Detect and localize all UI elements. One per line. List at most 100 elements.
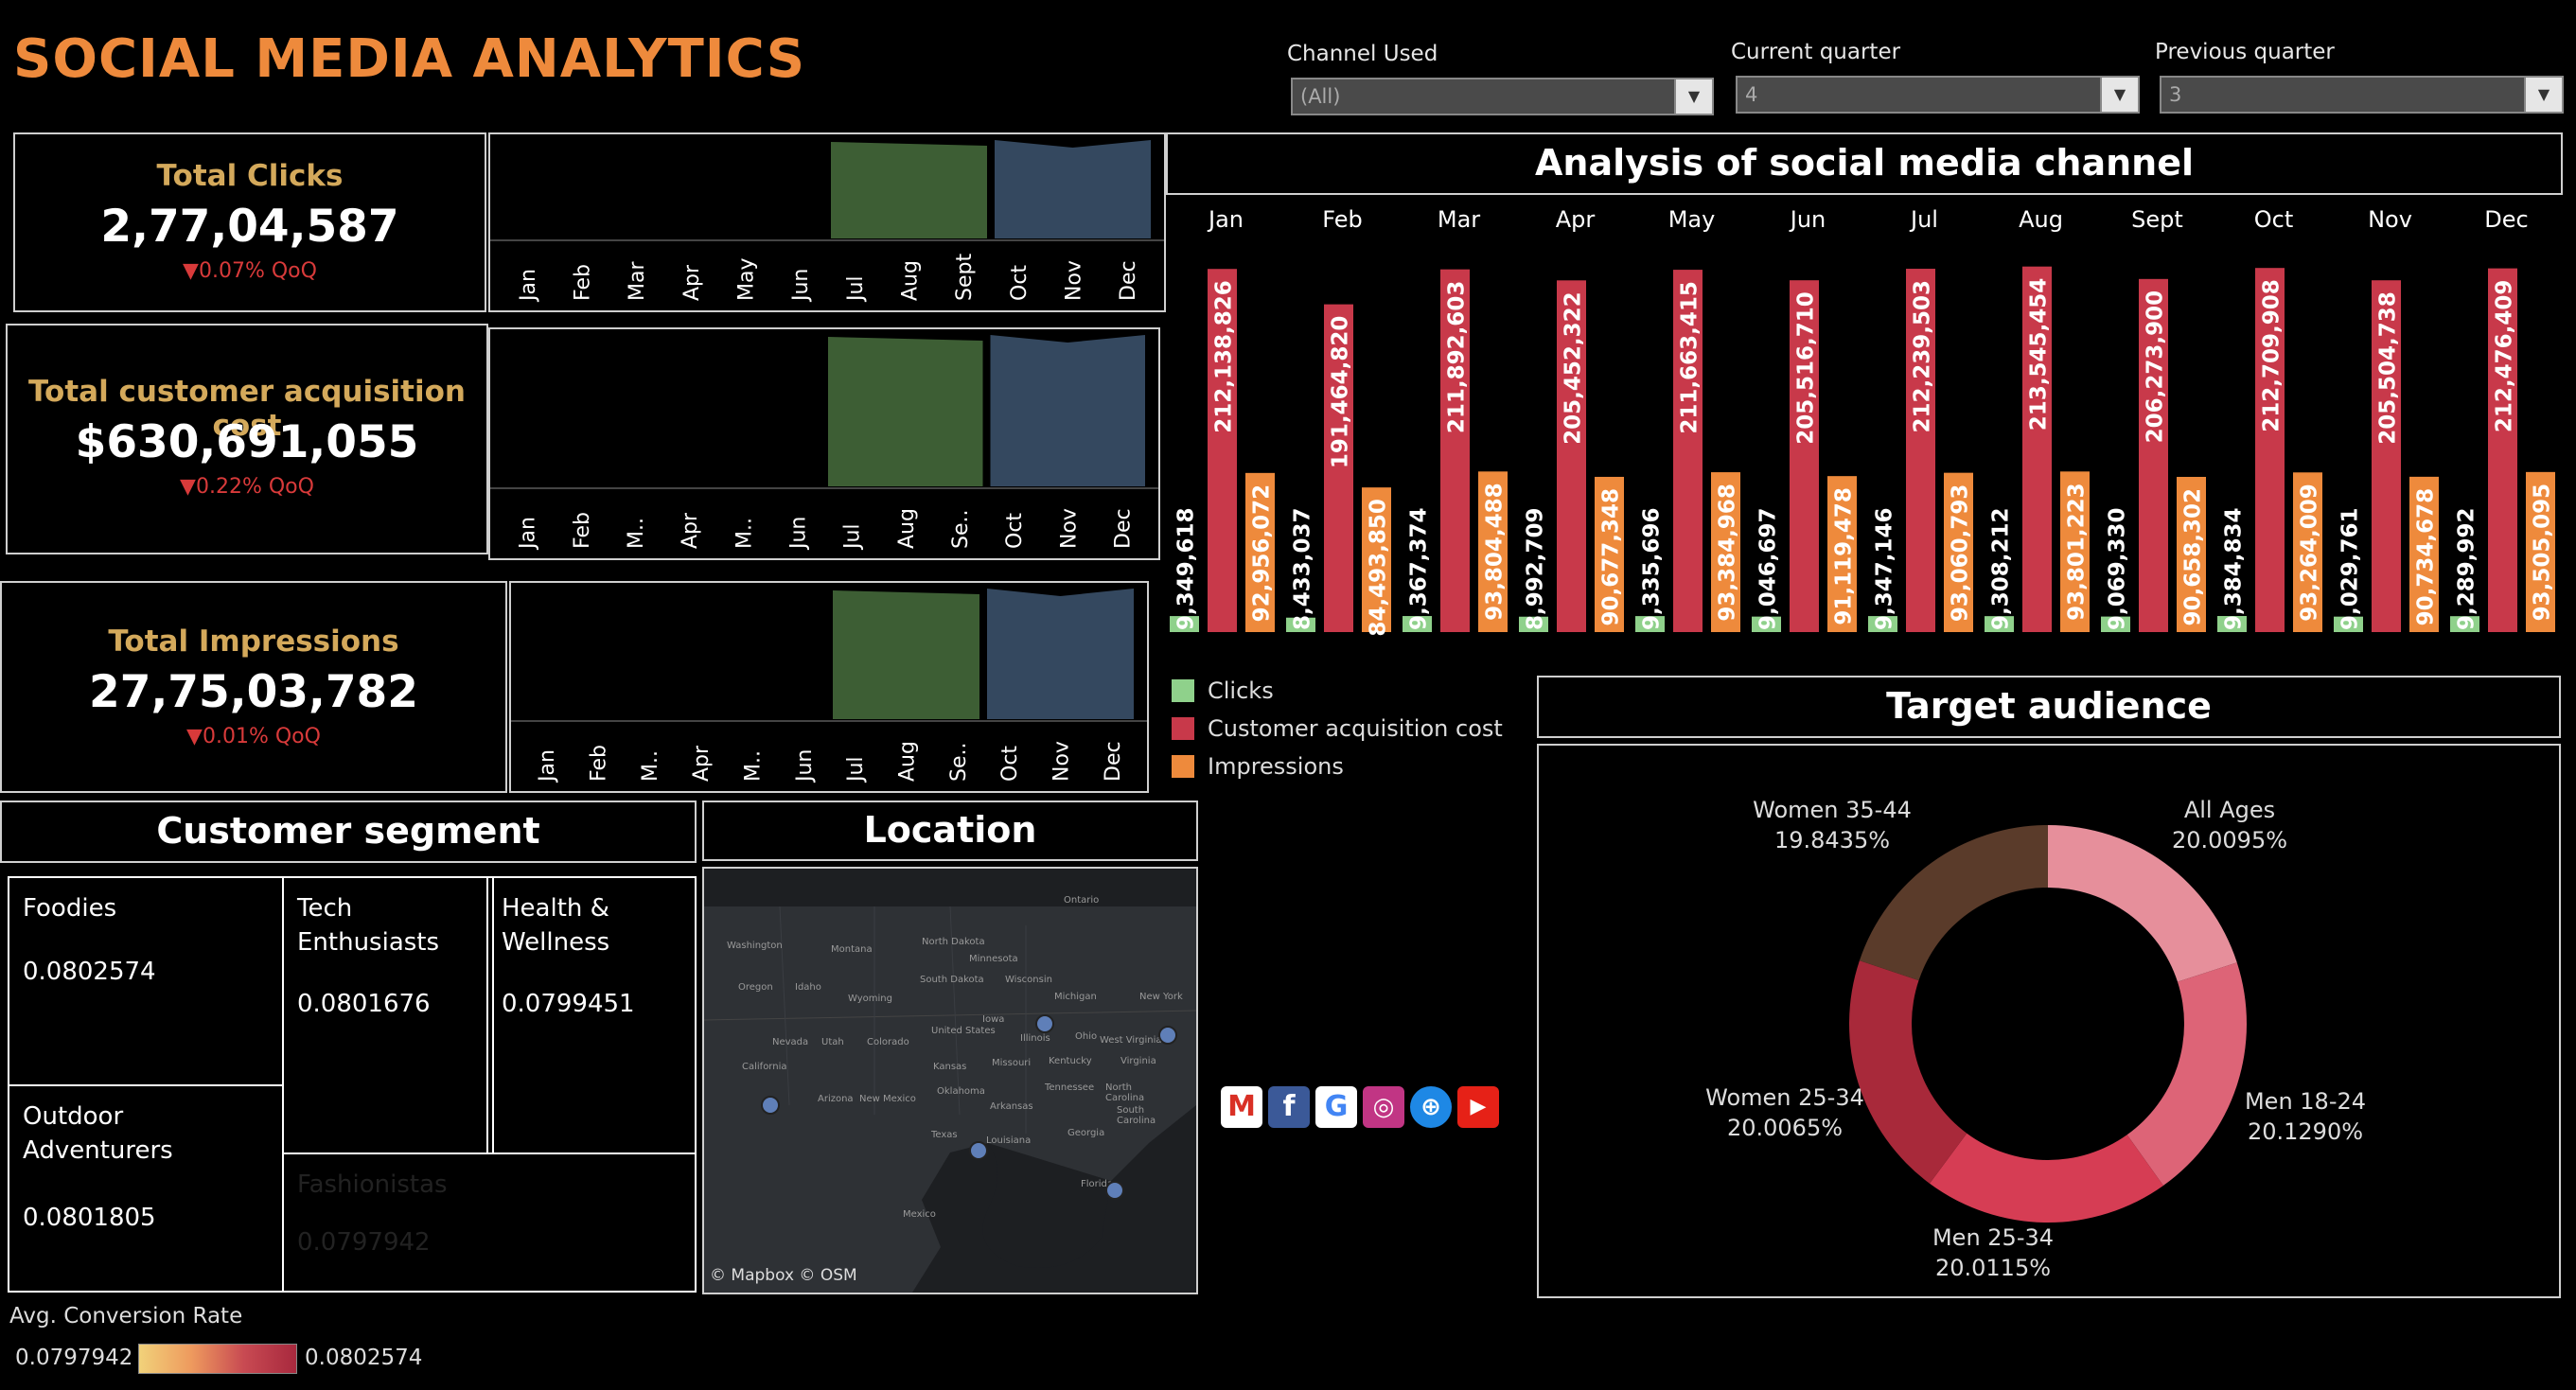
bar-impressions[interactable]: [1362, 487, 1391, 632]
sparkline-month-label: Nov: [1063, 260, 1086, 301]
x-axis-month-label: Sept: [2131, 206, 2183, 233]
bar-customer-acquisition-cost[interactable]: [2139, 278, 2168, 632]
bar-clicks[interactable]: [2334, 616, 2363, 632]
bar-clicks[interactable]: [1170, 616, 1199, 632]
x-axis-month-label: Nov: [2368, 206, 2412, 233]
channel-filter-select[interactable]: (All) ▼: [1291, 78, 1714, 115]
map-land: [704, 906, 1196, 1293]
current-quarter-select[interactable]: 4 ▼: [1736, 76, 2140, 114]
bar-clicks[interactable]: [1868, 616, 1897, 632]
map-point-marker[interactable]: [1158, 1026, 1177, 1045]
donut-slice-name: Men 25-34: [1932, 1224, 2055, 1251]
treemap-cell-foodies[interactable]: Foodies 0.0802574: [8, 876, 284, 1086]
bar-customer-acquisition-cost[interactable]: [1324, 304, 1353, 632]
x-axis-month-label: Mar: [1438, 206, 1480, 233]
sparkline-acquisition-cost: Jan Feb M.. Apr M.. Jun Jul Aug Se.. Oct Nov Dec: [488, 327, 1160, 560]
bar-data-label: 93,801,223: [2065, 483, 2090, 621]
bar-clicks[interactable]: [2217, 616, 2247, 632]
donut-slice-name: Women 25-34: [1705, 1084, 1864, 1111]
facebook-icon[interactable]: f: [1268, 1086, 1310, 1128]
bar-impressions[interactable]: [1711, 472, 1740, 632]
legend-label-clicks: Clicks: [1208, 677, 1274, 704]
bar-impressions[interactable]: [1595, 476, 1624, 632]
bar-clicks[interactable]: [1519, 616, 1548, 632]
map-point-marker[interactable]: [969, 1141, 988, 1160]
kpi-card-clicks: Total Clicks 2,77,04,587 ▼0.07% QoQ: [13, 132, 486, 312]
donut-slice-women-35-44[interactable]: [1859, 825, 2048, 981]
treemap-cell-value: 0.0801805: [23, 1204, 156, 1232]
bar-customer-acquisition-cost[interactable]: [1673, 270, 1703, 632]
bar-impressions[interactable]: [2526, 471, 2555, 632]
bar-customer-acquisition-cost[interactable]: [2372, 280, 2401, 632]
map-point-marker[interactable]: [1105, 1181, 1124, 1200]
bar-data-label: 9,384,834: [2222, 508, 2247, 631]
bar-data-label: 93,384,968: [1716, 484, 1740, 622]
donut-slice-pct: 20.0065%: [1726, 1115, 1844, 1141]
bar-impressions[interactable]: [2177, 476, 2206, 632]
bar-impressions[interactable]: [2409, 476, 2439, 632]
bar-customer-acquisition-cost[interactable]: [1557, 280, 1586, 632]
bar-impressions[interactable]: [1245, 472, 1275, 632]
bar-clicks[interactable]: [2101, 616, 2130, 632]
bar-customer-acquisition-cost[interactable]: [1906, 269, 1935, 632]
bar-customer-acquisition-cost[interactable]: [2022, 266, 2052, 632]
gmail-icon[interactable]: M: [1221, 1086, 1262, 1128]
chevron-down-icon[interactable]: ▼: [1674, 79, 1712, 114]
x-axis-month-label: Jun: [1789, 206, 1826, 233]
google-icon[interactable]: G: [1315, 1086, 1357, 1128]
donut-slice-all-ages[interactable]: [2048, 825, 2237, 982]
sparkline-impressions: Jan Feb M.. Apr M.. Jun Jul Aug Se.. Oct Nov Dec: [509, 581, 1149, 793]
map-place-label: Kansas: [933, 1062, 967, 1072]
previous-quarter-select[interactable]: 3 ▼: [2160, 76, 2564, 114]
treemap-cell-fashionistas[interactable]: Fashionistas 0.0797942: [282, 1152, 697, 1293]
sparkline-month-label: Se..: [949, 510, 973, 550]
map-place-label: Louisiana: [986, 1135, 1032, 1146]
bar-impressions[interactable]: [1827, 476, 1857, 632]
kpi-label: Total Impressions: [108, 625, 399, 659]
map-point-marker[interactable]: [1035, 1014, 1054, 1033]
bar-clicks[interactable]: [1985, 616, 2014, 632]
bar-customer-acquisition-cost[interactable]: [1208, 269, 1237, 632]
kpi-label: Total Clicks: [156, 159, 344, 193]
map-place-label: Nevada: [772, 1037, 809, 1047]
chevron-down-icon[interactable]: ▼: [2524, 78, 2562, 112]
donut-slice-women-25-34[interactable]: [1849, 960, 1967, 1184]
bar-impressions[interactable]: [2060, 471, 2090, 632]
sparkline-month-label: Aug: [896, 741, 920, 782]
instagram-icon[interactable]: ◎: [1363, 1086, 1404, 1128]
bar-impressions[interactable]: [1944, 472, 1973, 632]
sparkline-month-label: Jan: [517, 517, 540, 551]
bar-clicks[interactable]: [1403, 616, 1432, 632]
treemap-cell-value: 0.0799451: [502, 990, 635, 1018]
bar-clicks[interactable]: [1752, 616, 1781, 632]
donut-slice-men-25-34[interactable]: [1929, 1133, 2163, 1223]
bar-customer-acquisition-cost[interactable]: [1790, 280, 1819, 632]
bar-customer-acquisition-cost[interactable]: [2488, 268, 2517, 632]
treemap-cell-tech-enthusiasts[interactable]: Tech Enthusiasts 0.0801676: [282, 876, 494, 1154]
treemap-cell-outdoor-adventurers[interactable]: Outdoor Adventurers 0.0801805: [8, 1084, 284, 1293]
bar-clicks[interactable]: [1635, 616, 1665, 632]
bar-data-label: 213,545,454: [2027, 278, 2052, 431]
treemap-cell-value: 0.0802574: [23, 958, 156, 986]
bar-clicks[interactable]: [2450, 616, 2479, 632]
donut-slice-pct: 19.8435%: [1773, 827, 1891, 853]
bar-customer-acquisition-cost[interactable]: [2255, 268, 2285, 632]
map-place-label: Montana: [831, 944, 873, 955]
treemap-cell-health-wellness[interactable]: Health & Wellness 0.0799451: [486, 876, 697, 1154]
bar-impressions[interactable]: [2293, 472, 2322, 632]
bar-impressions[interactable]: [1478, 471, 1508, 632]
map-point-marker[interactable]: [761, 1096, 780, 1115]
donut-slice-name: All Ages: [2183, 797, 2276, 823]
map-place-label: Wyoming: [848, 994, 892, 1004]
sparkline-month-label: Jun: [793, 749, 817, 783]
bar-customer-acquisition-cost[interactable]: [1440, 269, 1470, 632]
location-map[interactable]: Ontario Washington Montana North Dakota Minn…: [702, 867, 1198, 1294]
web-icon[interactable]: ⊕: [1410, 1086, 1452, 1128]
bar-data-label: 211,892,603: [1445, 281, 1470, 434]
bar-data-label: 90,734,678: [2414, 488, 2439, 626]
youtube-icon[interactable]: ▶: [1457, 1086, 1499, 1128]
map-place-label: Minnesota: [969, 954, 1018, 964]
chevron-down-icon[interactable]: ▼: [2100, 78, 2138, 112]
donut-slice-men-18-24[interactable]: [2126, 962, 2247, 1186]
bar-clicks[interactable]: [1286, 617, 1315, 632]
